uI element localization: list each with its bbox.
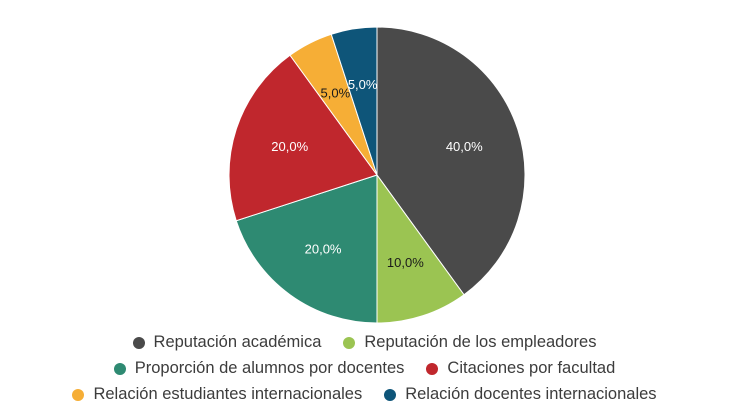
legend-swatch <box>384 388 397 401</box>
legend-item: Relación docentes internacionales <box>384 385 657 404</box>
pie-slice <box>376 26 526 296</box>
legend-item: Relación estudiantes internacionales <box>72 385 362 404</box>
legend-swatch <box>72 388 85 401</box>
legend-item: Proporción de alumnos por docentes <box>113 359 405 378</box>
legend-label: Relación estudiantes internacionales <box>93 385 363 403</box>
pie-slice <box>330 26 378 176</box>
legend-item: Reputación de los empleadores <box>343 333 596 352</box>
legend-label: Reputación académica <box>153 333 322 351</box>
legend-label: Citaciones por facultad <box>447 359 616 377</box>
legend-row: Proporción de alumnos por docentes Citaci… <box>0 359 729 378</box>
slice-data-label: 20,0% <box>305 242 342 257</box>
slice-data-label: 10,0% <box>387 255 424 270</box>
pie-svg: 40,0% 10,0% 20,0% 20,0% 5,0%5,0% <box>228 26 526 324</box>
legend-label: Relación docentes internacionales <box>405 385 657 403</box>
slice-data-label: 5,0% <box>321 86 351 101</box>
legend-row: Relación estudiantes internacionales Rela… <box>0 385 729 404</box>
legend-item: Reputación académica <box>132 333 322 352</box>
slice-data-label: 5,0% <box>348 77 378 92</box>
legend-swatch <box>343 336 356 349</box>
legend-item: Citaciones por facultad <box>426 359 615 378</box>
legend-swatch <box>132 336 145 349</box>
pie-slice <box>228 54 378 222</box>
pie-slice <box>376 173 465 324</box>
legend-row: Reputación académica Reputación de los em… <box>0 333 729 352</box>
pie-slice <box>235 174 378 324</box>
legend-label: Reputación de los empleadores <box>364 333 597 351</box>
legend-swatch <box>113 362 126 375</box>
legend-label: Proporción de alumnos por docentes <box>134 359 405 377</box>
legend-swatch <box>426 362 439 375</box>
slice-data-label: 20,0% <box>271 139 308 154</box>
slice-data-label: 40,0% <box>446 139 483 154</box>
